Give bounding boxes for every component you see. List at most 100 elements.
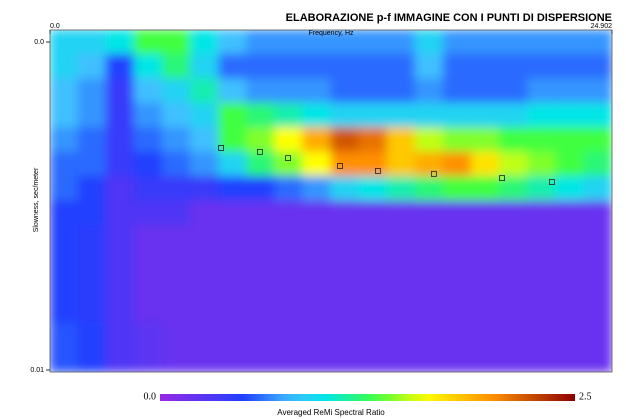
heat-cell (442, 78, 472, 104)
heat-cell (161, 78, 191, 104)
heat-cell (246, 224, 276, 251)
heat-cell (161, 53, 191, 80)
heat-cell (527, 30, 557, 55)
heat-cell (583, 273, 612, 300)
heat-cell (330, 30, 360, 55)
heat-cell (190, 347, 220, 372)
x-axis-label: Frequency, Hz (309, 30, 354, 37)
heat-cell (77, 176, 107, 202)
heat-cell (246, 30, 276, 55)
heat-cell (246, 273, 276, 300)
dispersion-point (285, 155, 291, 162)
heat-cell (246, 102, 276, 129)
heat-cell (302, 102, 332, 129)
heat-cell (77, 102, 107, 129)
heat-cell (499, 127, 529, 153)
heat-cell (555, 127, 585, 153)
heat-cell (471, 347, 501, 372)
heat-cell (555, 347, 585, 372)
heat-cell (386, 298, 416, 324)
heat-cell (50, 127, 79, 153)
heat-cell (105, 53, 135, 80)
heat-cell (442, 273, 472, 300)
heat-cell (358, 151, 388, 178)
heat-cell (218, 151, 248, 178)
heat-cell (50, 273, 79, 300)
heat-cell (330, 298, 360, 324)
heat-cells (50, 30, 612, 372)
heat-cell (555, 322, 585, 349)
heat-cell (133, 30, 163, 55)
heat-cell (133, 347, 163, 372)
heat-cell (218, 102, 248, 129)
heat-cell (386, 78, 416, 104)
y-axis-label: Slowness, sec/meter (33, 167, 40, 232)
heat-cell (274, 30, 304, 55)
heat-cell (330, 249, 360, 275)
heat-cell (190, 176, 220, 202)
heat-cell (190, 102, 220, 129)
heat-cell (330, 273, 360, 300)
heat-cell (105, 347, 135, 372)
heat-cell (442, 176, 472, 202)
heat-cell (302, 78, 332, 104)
heat-cell (133, 200, 163, 226)
heat-cell (77, 298, 107, 324)
heat-cell (330, 127, 360, 153)
heat-cell (302, 30, 332, 55)
heat-cell (274, 273, 304, 300)
heat-cell (274, 200, 304, 226)
heat-cell (499, 102, 529, 129)
heat-cell (218, 176, 248, 202)
heat-cell (77, 127, 107, 153)
heat-cell (414, 224, 444, 251)
heat-cell (246, 78, 276, 104)
heat-cell (583, 322, 612, 349)
heat-cell (386, 176, 416, 202)
heat-cell (330, 151, 360, 178)
heat-cell (218, 30, 248, 55)
heat-cell (218, 273, 248, 300)
colorbar-label: Averaged ReMi Spectral Ratio (277, 408, 385, 417)
heat-cell (555, 176, 585, 202)
heat-cell (50, 151, 79, 178)
heat-cell (442, 53, 472, 80)
heat-cell (50, 322, 79, 349)
heat-cell (133, 322, 163, 349)
heat-cell (499, 78, 529, 104)
heat-cell (133, 102, 163, 129)
heat-cell (133, 78, 163, 104)
heat-cell (218, 78, 248, 104)
heat-cell (77, 347, 107, 372)
heat-cell (274, 176, 304, 202)
heat-cell (161, 151, 191, 178)
heat-cell (218, 224, 248, 251)
heat-cell (414, 53, 444, 80)
heat-cell (133, 151, 163, 178)
heat-cell (358, 200, 388, 226)
heat-cell (442, 127, 472, 153)
heat-cell (442, 151, 472, 178)
heat-cell (50, 53, 79, 80)
heat-cell (555, 102, 585, 129)
heat-cell (527, 200, 557, 226)
plot-frame (49, 29, 613, 373)
heat-cell (133, 127, 163, 153)
heatmap (50, 30, 612, 372)
heat-cell (105, 224, 135, 251)
x-tick-label: 0.0 (50, 23, 60, 30)
heat-cell (527, 322, 557, 349)
heat-cell (161, 127, 191, 153)
heat-cell (527, 347, 557, 372)
heat-cell (218, 127, 248, 153)
heat-cell (50, 298, 79, 324)
heat-cell (274, 249, 304, 275)
heat-cell (330, 224, 360, 251)
heat-cell (583, 127, 612, 153)
heat-cell (386, 127, 416, 153)
heat-cell (555, 298, 585, 324)
heat-cell (50, 176, 79, 202)
heat-cell (471, 273, 501, 300)
heat-cell (583, 151, 612, 178)
